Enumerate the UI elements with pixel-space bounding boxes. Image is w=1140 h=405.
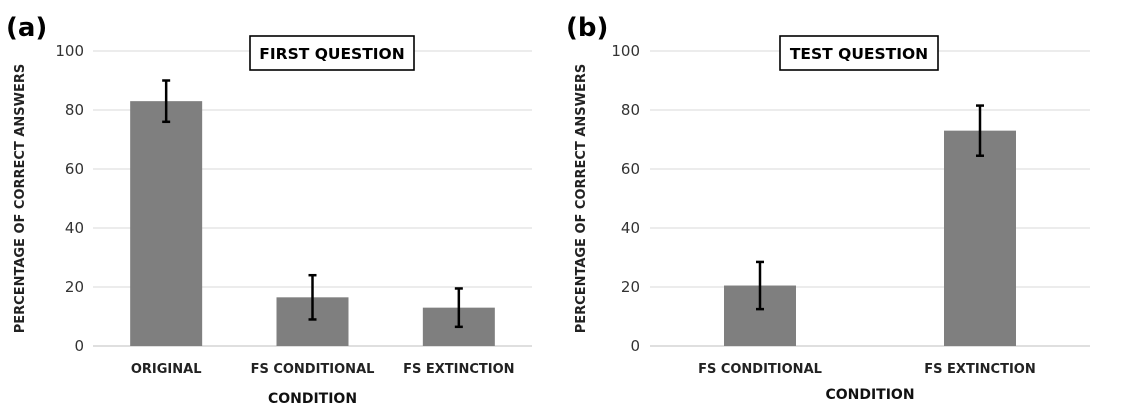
chart-panel-b: (b) 0 20 40 60 80 100 FS CONDITIONAL FS EXTINCTI… xyxy=(566,13,1090,403)
y-tick-label: 60 xyxy=(65,160,84,178)
chart-panel-a: (a) 0 20 40 60 80 100 ORIGINAL FS CONDITIONAL FS … xyxy=(6,13,532,405)
bar-original xyxy=(130,101,203,347)
chart-title: FIRST QUESTION xyxy=(259,45,404,63)
chart-title-box xyxy=(779,35,939,71)
y-tick-label: 40 xyxy=(65,219,84,237)
y-tick-label: 80 xyxy=(621,101,640,119)
y-tick-label: 20 xyxy=(65,278,84,296)
x-tick-label: FS EXTINCTION xyxy=(403,362,514,377)
bar-fs-extinction xyxy=(944,130,1016,346)
y-tick-label: 100 xyxy=(611,42,640,60)
y-tick-label: 0 xyxy=(74,337,84,355)
x-axis-label: CONDITION xyxy=(825,387,914,403)
x-tick-label: FS EXTINCTION xyxy=(924,362,1035,377)
x-axis-label: CONDITION xyxy=(268,391,357,405)
y-axis-label: PERCENTAGE OF CORRECT ANSWERS xyxy=(13,64,28,334)
y-tick-label: 20 xyxy=(621,278,640,296)
chart-title: TEST QUESTION xyxy=(790,45,928,63)
y-tick-label: 0 xyxy=(630,337,640,355)
chart-title-box xyxy=(249,35,415,71)
y-tick-label: 80 xyxy=(65,101,84,119)
panel-label: (b) xyxy=(566,13,608,43)
panel-label: (a) xyxy=(6,13,47,43)
y-tick-label: 40 xyxy=(621,219,640,237)
y-axis-label: PERCENTAGE OF CORRECT ANSWERS xyxy=(574,64,589,334)
x-tick-label: FS CONDITIONAL xyxy=(698,362,822,377)
x-tick-label: FS CONDITIONAL xyxy=(251,362,375,377)
x-tick-label: ORIGINAL xyxy=(131,362,202,377)
y-tick-label: 60 xyxy=(621,160,640,178)
y-tick-label: 100 xyxy=(55,42,84,60)
